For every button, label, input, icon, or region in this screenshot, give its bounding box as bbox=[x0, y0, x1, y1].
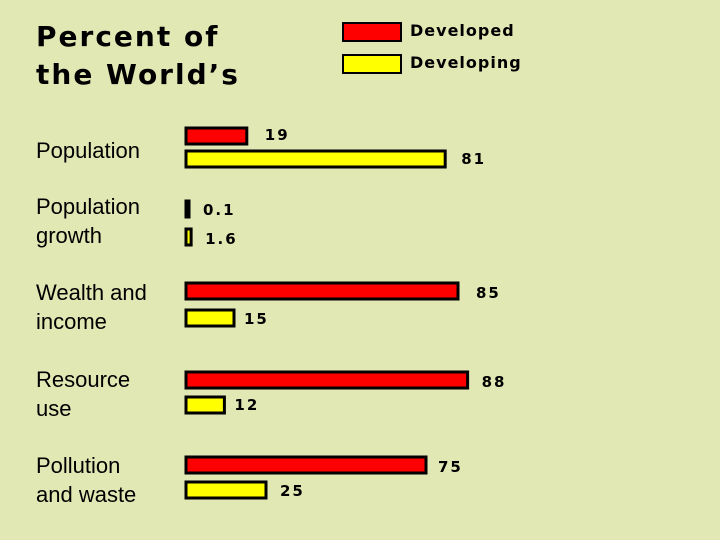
category-label-population-line-1: Population bbox=[36, 138, 140, 163]
category-label-population: Population bbox=[36, 136, 186, 165]
bar-developing-population-growth bbox=[184, 227, 193, 247]
chart-title-line-1: Percent of bbox=[36, 20, 220, 53]
legend-label-developed: Developed bbox=[410, 21, 515, 40]
data-label-developed-pollution-and-waste: 75 bbox=[438, 458, 463, 476]
data-label-developed-wealth-and-income: 85 bbox=[476, 284, 501, 302]
data-label-developing-pollution-and-waste: 25 bbox=[280, 482, 305, 500]
data-label-developed-population: 19 bbox=[265, 126, 290, 144]
bar-developing-resource-use bbox=[184, 395, 226, 415]
category-label-population-growth: Population growth bbox=[36, 192, 186, 250]
bar-developed-population-growth bbox=[184, 199, 191, 219]
bar-developing-population bbox=[184, 149, 447, 169]
data-label-developed-population-growth: 0.1 bbox=[203, 201, 236, 219]
category-label-pollution-line-1: Pollution bbox=[36, 453, 121, 478]
data-label-developing-wealth-and-income: 15 bbox=[244, 310, 269, 328]
chart-title: Percent of the World’s bbox=[36, 18, 240, 94]
category-label-wealth-line-1: Wealth and bbox=[36, 280, 147, 305]
data-label-developing-population: 81 bbox=[461, 150, 486, 168]
bar-developed-wealth-and-income bbox=[184, 281, 460, 301]
bar-developed-pollution-and-waste bbox=[184, 455, 428, 475]
category-label-resource-line-1: Resource bbox=[36, 367, 131, 392]
category-label-population-growth-line-2: growth bbox=[36, 223, 103, 248]
category-label-pollution-and-waste: Pollution and waste bbox=[36, 451, 186, 509]
legend-swatch-developing bbox=[342, 54, 402, 74]
data-label-developed-resource-use: 88 bbox=[482, 373, 507, 391]
data-label-developing-population-growth: 1.6 bbox=[205, 230, 238, 248]
category-label-wealth-and-income: Wealth and income bbox=[36, 278, 186, 336]
chart-title-line-2: the World’s bbox=[36, 58, 240, 91]
category-label-resource-line-2: use bbox=[36, 396, 72, 421]
category-label-population-growth-line-1: Population bbox=[36, 194, 140, 219]
category-label-wealth-line-2: income bbox=[36, 309, 107, 334]
bar-developed-population bbox=[184, 126, 249, 146]
data-label-developing-resource-use: 12 bbox=[234, 396, 259, 414]
legend-label-developing: Developing bbox=[410, 53, 522, 72]
category-label-pollution-line-2: and waste bbox=[36, 482, 137, 507]
category-label-resource-use: Resource use bbox=[36, 365, 186, 423]
legend-swatch-developed bbox=[342, 22, 402, 42]
bar-developed-resource-use bbox=[184, 370, 470, 390]
bar-developing-wealth-and-income bbox=[184, 308, 236, 328]
bar-developing-pollution-and-waste bbox=[184, 480, 268, 500]
